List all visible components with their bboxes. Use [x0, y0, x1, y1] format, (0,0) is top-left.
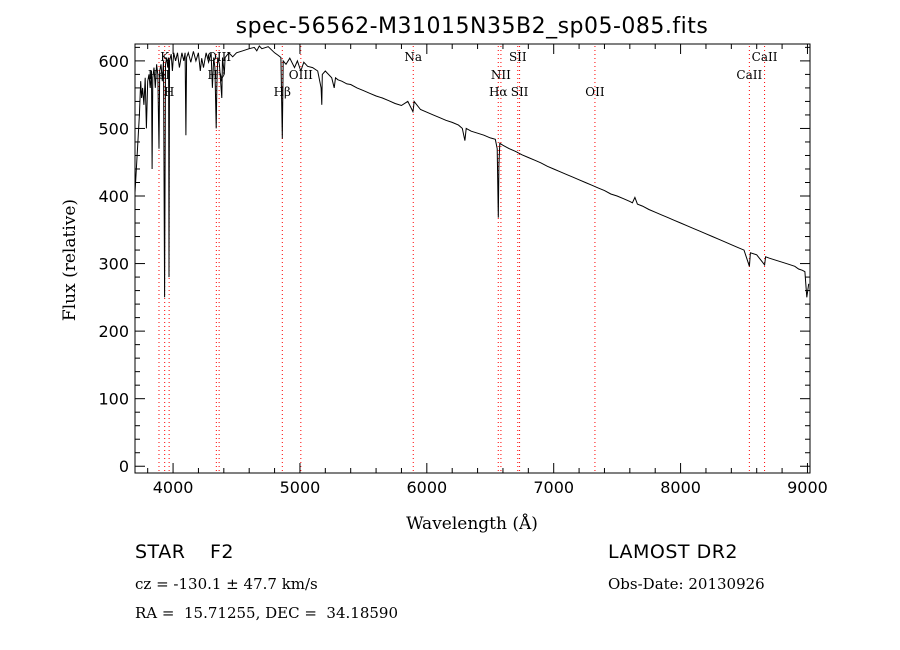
y-tick-label: 400 — [98, 187, 129, 206]
emission-line-label: Na — [404, 50, 422, 64]
emission-line-label: OIII — [289, 68, 313, 82]
x-axis-label: Wavelength (Å) — [406, 513, 538, 534]
x-tick-label: 6000 — [406, 478, 447, 497]
coordinates-readout: RA = 15.71255, DEC = 34.18590 — [135, 604, 399, 622]
emission-line-markers — [158, 46, 766, 473]
object-class: STAR — [135, 541, 186, 563]
emission-line-label: Hα — [489, 85, 508, 99]
axes: 4000 5000 6000 7000 8000 9000 0 100 200 300 400 500… — [98, 44, 828, 497]
y-axis-label: Flux (relative) — [60, 199, 80, 321]
emission-line-label: SII — [511, 85, 529, 99]
chart-title: spec-56562-M31015N35B2_sp05-085.fits — [236, 14, 709, 39]
x-tick-label: 7000 — [533, 478, 574, 497]
plot-frame — [134, 43, 811, 474]
x-tick-label: 8000 — [660, 478, 701, 497]
y-tick-label: 200 — [98, 322, 129, 341]
observation-date: Obs-Date: 20130926 — [608, 575, 765, 593]
y-tick-label: 0 — [119, 457, 129, 476]
spectrum-series-line — [134, 45, 810, 298]
x-tick-label: 5000 — [280, 478, 321, 497]
y-tick-label: 600 — [98, 52, 129, 71]
object-subclass: F2 — [210, 541, 235, 563]
emission-line-label: OII — [585, 85, 605, 99]
y-tick-label: 500 — [98, 119, 129, 138]
emission-line-label: K — [160, 50, 170, 64]
emission-line-label: NII — [491, 68, 511, 82]
emission-line-label: Hβ — [274, 85, 291, 99]
emission-line-label: CaII — [752, 50, 778, 64]
y-tick-label: 300 — [98, 255, 129, 274]
emission-line-label: SII — [509, 50, 527, 64]
x-tick-label: 9000 — [787, 478, 828, 497]
emission-line-label: CaII — [736, 68, 762, 82]
y-tick-label: 100 — [98, 390, 129, 409]
survey-name: LAMOST DR2 — [608, 541, 738, 563]
x-tick-label: 4000 — [153, 478, 194, 497]
velocity-readout: cz = -130.1 ± 47.7 km/s — [135, 575, 318, 593]
